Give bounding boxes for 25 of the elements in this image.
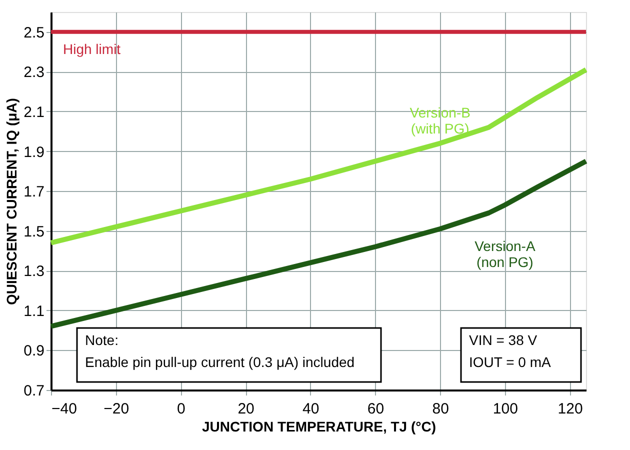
series-label: Version-A (non PG) (474, 238, 536, 270)
y-tick-label: 1.3 (24, 263, 44, 280)
y-tick-label: 1.9 (24, 144, 44, 161)
ref-line-label: High limit (63, 40, 121, 57)
annotation: Note: Enable pin pull-up current (0.3 μA) included (85, 332, 355, 370)
y-axis-title: QUIESCENT CURRENT, IQ (μA) (4, 98, 20, 305)
y-tick-label: 1.1 (24, 302, 44, 320)
y-tick-label: 1.7 (24, 184, 44, 201)
y-tick-label: 0.9 (24, 342, 44, 360)
y-tick-label: 0.7 (24, 382, 44, 400)
x-tick-label: 20 (238, 400, 254, 418)
x-tick-label: −20 (104, 400, 130, 418)
x-tick-label: 120 (558, 400, 583, 418)
x-tick-label: 60 (367, 400, 384, 418)
y-tick-label: 1.5 (24, 223, 44, 240)
x-tick-label: 80 (432, 400, 449, 418)
x-axis-title: JUNCTION TEMPERATURE, TJ (°C) (202, 418, 436, 434)
x-tick-label: 100 (492, 400, 518, 418)
x-tick-label: 0 (177, 400, 186, 418)
y-tick-label: 2.5 (24, 24, 44, 42)
y-tick-label: 2.3 (24, 64, 44, 82)
annotation: VIN = 38 V IOUT = 0 mA (469, 332, 552, 370)
y-tick-label: 2.1 (24, 104, 44, 121)
x-tick-label: −40 (52, 400, 77, 418)
x-tick-label: 40 (302, 400, 320, 418)
